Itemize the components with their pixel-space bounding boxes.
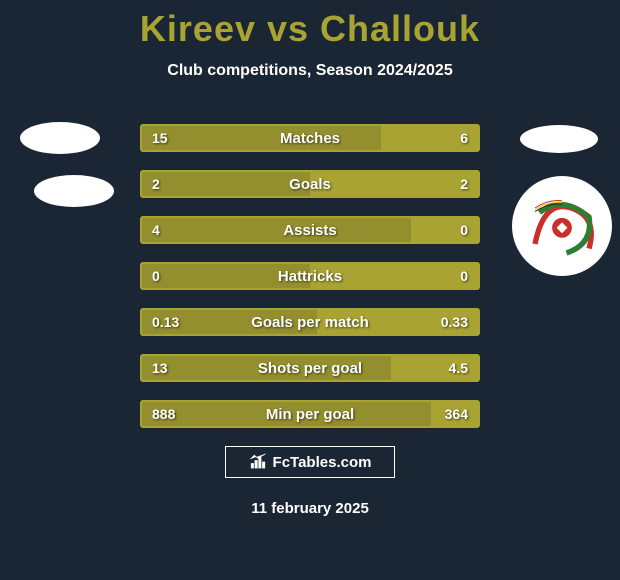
- logo-text: FcTables.com: [273, 454, 372, 471]
- stat-label: Matches: [142, 126, 478, 150]
- player1-club-badge: [34, 175, 114, 207]
- fctables-logo[interactable]: FcTables.com: [225, 446, 395, 478]
- date-label: 11 february 2025: [0, 500, 620, 517]
- stat-label: Assists: [142, 218, 478, 242]
- player2-avatar: [520, 125, 598, 153]
- stat-row: 22Goals: [140, 170, 480, 198]
- subtitle: Club competitions, Season 2024/2025: [0, 62, 620, 80]
- stat-label: Goals: [142, 172, 478, 196]
- stat-label: Min per goal: [142, 402, 478, 426]
- stat-row: 40Assists: [140, 216, 480, 244]
- stat-row: 0.130.33Goals per match: [140, 308, 480, 336]
- chart-icon: [249, 453, 267, 471]
- stat-row: 00Hattricks: [140, 262, 480, 290]
- player1-avatar: [20, 122, 100, 154]
- stats-container: 156Matches 22Goals 40Assists 00Hattricks 0.1…: [140, 124, 480, 446]
- stat-label: Goals per match: [142, 310, 478, 334]
- player2-club-badge: [512, 176, 612, 276]
- stat-label: Shots per goal: [142, 356, 478, 380]
- stat-row: 156Matches: [140, 124, 480, 152]
- stat-row: 134.5Shots per goal: [140, 354, 480, 382]
- stat-label: Hattricks: [142, 264, 478, 288]
- page-title: Kireev vs Challouk: [0, 0, 620, 50]
- club-logo-icon: [517, 181, 607, 271]
- stat-row: 888364Min per goal: [140, 400, 480, 428]
